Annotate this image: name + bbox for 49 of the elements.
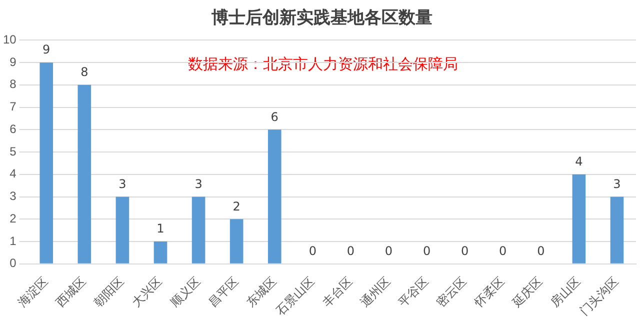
data-label: 1: [156, 222, 164, 236]
data-label: 3: [118, 176, 126, 191]
data-label: 0: [346, 244, 355, 258]
bar: [78, 84, 92, 264]
x-tick-label: 通州区: [358, 274, 394, 310]
bar: [192, 196, 206, 264]
x-tick-label: 昌平区: [206, 274, 241, 310]
bar: [40, 62, 54, 264]
x-tick-label: 海淀区: [15, 274, 51, 310]
data-label: 9: [42, 42, 50, 57]
data-label: 0: [460, 244, 469, 258]
data-label: 0: [537, 244, 545, 258]
x-tick-label: 延庆区: [509, 274, 546, 310]
x-tick-label: 朝阳区: [91, 274, 127, 310]
data-label: 3: [613, 176, 621, 191]
bar: [610, 196, 624, 264]
data-label: 0: [499, 244, 507, 258]
data-label: 4: [575, 154, 583, 169]
data-label: 0: [422, 244, 431, 258]
x-tick-label: 平谷区: [396, 274, 432, 310]
bar: [116, 196, 130, 264]
x-tick-label: 顺义区: [168, 274, 203, 310]
y-tick-label: 1: [10, 234, 17, 248]
y-tick-label: 3: [10, 189, 17, 204]
y-tick-label: 10: [2, 32, 17, 47]
x-tick-label: 丰台区: [320, 274, 356, 310]
data-label: 2: [232, 199, 240, 214]
chart-title: 博士后创新实践基地各区数量: [210, 7, 434, 29]
bar: [572, 174, 586, 264]
data-label: 8: [80, 65, 88, 80]
data-label: 3: [194, 176, 202, 191]
bar: [230, 219, 244, 264]
y-tick-label: 5: [10, 144, 17, 158]
data-label: 0: [308, 244, 316, 258]
y-tick-label: 2: [10, 211, 17, 226]
bar: [154, 242, 168, 264]
y-tick-label: 4: [10, 166, 17, 181]
y-tick-label: 8: [10, 77, 17, 92]
data-label: 0: [384, 244, 393, 258]
y-tick-label: 0: [10, 256, 17, 270]
y-tick-label: 7: [10, 100, 17, 114]
data-label: 6: [270, 110, 278, 124]
x-tick-label: 怀柔区: [471, 274, 508, 310]
bar: [268, 130, 282, 264]
x-tick-label: 西城区: [53, 274, 89, 310]
x-tick-label: 密云区: [434, 274, 470, 310]
y-tick-label: 6: [10, 122, 17, 136]
y-tick-label: 9: [10, 54, 17, 69]
x-tick-label: 大兴区: [129, 274, 165, 310]
